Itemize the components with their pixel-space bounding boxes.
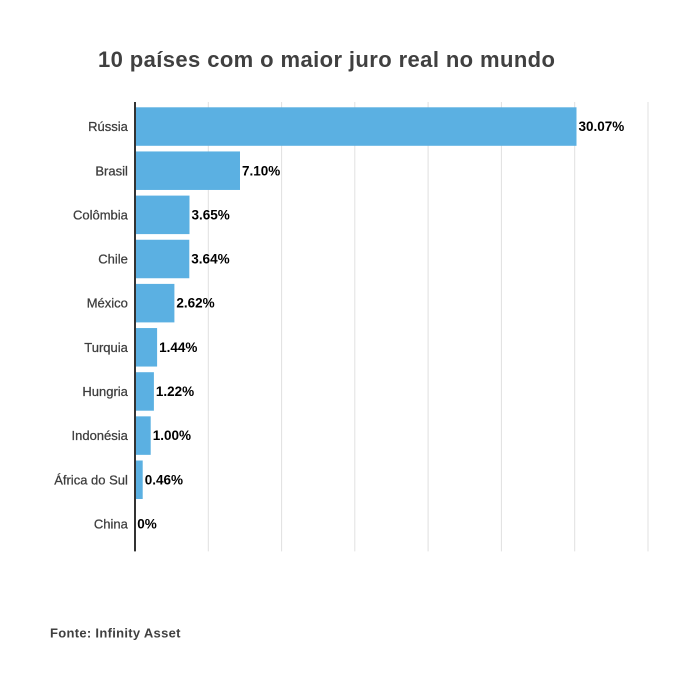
svg-text:África do Sul: África do Sul bbox=[54, 472, 128, 487]
svg-text:China: China bbox=[94, 516, 129, 531]
svg-text:1.00%: 1.00% bbox=[153, 428, 191, 443]
svg-text:1.44%: 1.44% bbox=[159, 340, 197, 355]
svg-text:0%: 0% bbox=[137, 516, 157, 531]
svg-text:Turquia: Turquia bbox=[84, 340, 128, 355]
svg-text:30.07%: 30.07% bbox=[579, 119, 625, 134]
svg-text:Fonte: Infinity Asset: Fonte: Infinity Asset bbox=[50, 626, 181, 641]
svg-text:Hungria: Hungria bbox=[82, 384, 128, 399]
svg-text:2.62%: 2.62% bbox=[176, 296, 214, 311]
svg-text:Rússia: Rússia bbox=[88, 119, 129, 134]
svg-text:Brasil: Brasil bbox=[95, 163, 128, 178]
svg-text:Chile: Chile bbox=[98, 252, 128, 267]
svg-text:Indonésia: Indonésia bbox=[72, 428, 129, 443]
svg-text:3.64%: 3.64% bbox=[191, 252, 229, 267]
svg-text:1.22%: 1.22% bbox=[156, 384, 194, 399]
svg-text:3.65%: 3.65% bbox=[192, 207, 230, 222]
svg-text:0.46%: 0.46% bbox=[145, 472, 183, 487]
svg-text:Colômbia: Colômbia bbox=[73, 207, 129, 222]
svg-text:10 países com o maior juro rea: 10 países com o maior juro real no mundo bbox=[98, 47, 555, 72]
svg-text:México: México bbox=[87, 296, 128, 311]
svg-text:7.10%: 7.10% bbox=[242, 163, 280, 178]
